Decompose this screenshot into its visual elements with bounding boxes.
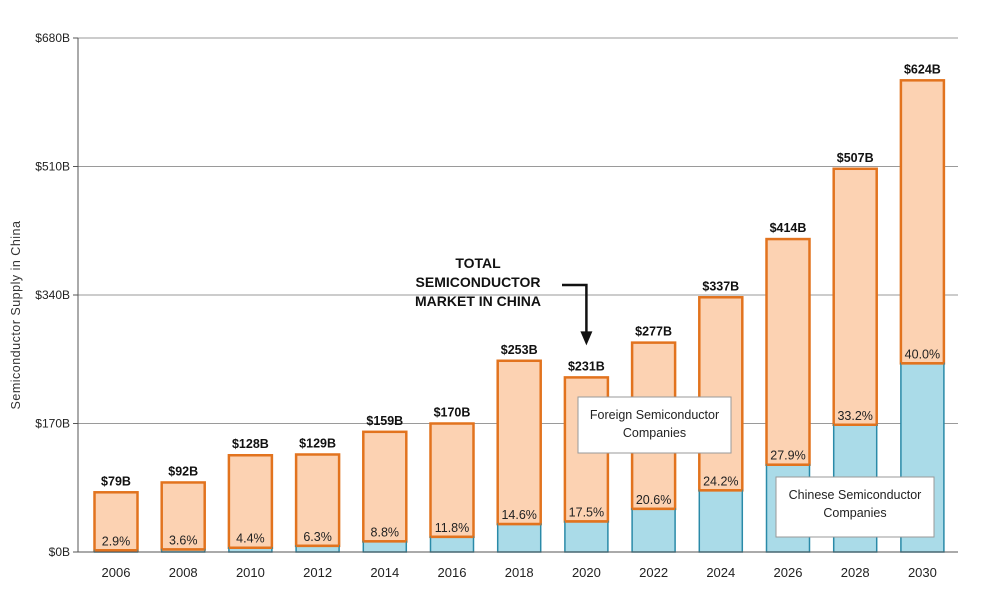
bar-foreign-2006: [93, 491, 139, 552]
annotation-arrow: [562, 283, 588, 334]
x-tick-label-2016: 2016: [438, 565, 467, 580]
total-label-2024: $337B: [702, 279, 739, 293]
bar-foreign-2012: [294, 453, 341, 548]
total-label-2016: $170B: [434, 406, 471, 420]
bar-foreign-2024: [698, 296, 744, 492]
legend-foreign-frame: [577, 396, 732, 454]
y-tick-label: $510B: [35, 160, 70, 174]
y-tick-label: $680B: [35, 31, 70, 45]
legend-chinese-frame: [775, 476, 935, 538]
x-tick-label-2014: 2014: [370, 565, 399, 580]
share-label-2020: 17.5%: [569, 505, 604, 519]
label-layer: $79B 2.9% $92B 3.6% $128B 4.4% $129B 6.3% $159B 8…: [101, 62, 941, 548]
share-label-2016: 11.8%: [435, 521, 470, 535]
x-tick-label-2024: 2024: [706, 565, 735, 580]
bar-foreign-2016: [429, 422, 475, 539]
x-tick-label-2030: 2030: [908, 565, 937, 580]
y-tick-label: $0B: [49, 545, 70, 559]
total-label-2028: $507B: [837, 151, 874, 165]
total-label-2030: $624B: [904, 62, 941, 76]
bar-foreign-2014: [362, 430, 408, 543]
x-tick-label-2028: 2028: [841, 565, 870, 580]
bar-chinese-2016: [429, 536, 475, 553]
x-tick-label-2008: 2008: [169, 565, 198, 580]
legend-chinese-label: Chinese Semiconductor Companies: [789, 488, 922, 520]
x-tick-label-2026: 2026: [774, 565, 803, 580]
share-label-2008: 3.6%: [169, 533, 198, 547]
share-label-2006: 2.9%: [102, 534, 131, 548]
bar-foreign-2026: [765, 237, 811, 466]
share-label-2018: 14.6%: [501, 508, 536, 522]
bar-foreign-2010: [227, 453, 274, 549]
bar-foreign-2028: [832, 167, 878, 427]
x-tick-label-2022: 2022: [639, 565, 668, 580]
y-tick-label: $170B: [35, 417, 70, 431]
total-label-2020: $231B: [568, 359, 605, 373]
x-tick-label-2018: 2018: [505, 565, 534, 580]
legend-chinese-box: Chinese Semiconductor Companies: [775, 476, 935, 538]
bar-chinese-2020: [564, 520, 609, 553]
total-label-2022: $277B: [635, 325, 672, 339]
bar-chinese-2022: [631, 508, 676, 553]
y-axis-title: Semiconductor Supply in China: [9, 221, 23, 410]
legend-foreign-box: Foreign Semiconductor Companies: [577, 396, 732, 454]
total-label-2014: $159B: [366, 414, 403, 428]
bar-layer: [93, 79, 946, 553]
annotation-arrowhead: [580, 331, 593, 346]
x-tick-label-2006: 2006: [102, 565, 131, 580]
total-label-2012: $129B: [299, 436, 336, 450]
bar-chinese-2024: [698, 489, 744, 553]
y-tick-label: $340B: [35, 288, 70, 302]
share-label-2012: 6.3%: [303, 530, 332, 544]
total-label-2008: $92B: [168, 464, 198, 478]
bar-chinese-2014: [362, 540, 408, 553]
share-label-2030: 40.0%: [905, 347, 940, 361]
total-label-2018: $253B: [501, 343, 538, 357]
x-tick-label-2012: 2012: [303, 565, 332, 580]
bar-chinese-2018: [496, 523, 542, 553]
bar-foreign-2030: [899, 79, 946, 365]
share-label-2024: 24.2%: [703, 474, 738, 488]
total-label-2026: $414B: [770, 221, 807, 235]
annotation-text: TOTAL SEMICONDUCTOR MARKET IN CHINA: [415, 255, 541, 309]
bar-foreign-2008: [160, 481, 206, 551]
legend-foreign-label: Foreign Semiconductor Companies: [590, 408, 719, 440]
annotation-layer: TOTAL SEMICONDUCTOR MARKET IN CHINA: [415, 255, 593, 346]
total-label-2010: $128B: [232, 437, 269, 451]
share-label-2026: 27.9%: [770, 449, 805, 463]
total-label-2006: $79B: [101, 474, 131, 488]
bar-foreign-2018: [496, 359, 542, 526]
x-tick-label-2010: 2010: [236, 565, 265, 580]
axis-layer: $0B $170B $340B $510B $680B Semiconductor Sup…: [9, 31, 958, 580]
share-label-2010: 4.4%: [236, 532, 265, 546]
share-label-2028: 33.2%: [837, 409, 872, 423]
share-label-2022: 20.6%: [636, 493, 671, 507]
x-tick-label-2020: 2020: [572, 565, 601, 580]
share-label-2014: 8.8%: [371, 525, 400, 539]
